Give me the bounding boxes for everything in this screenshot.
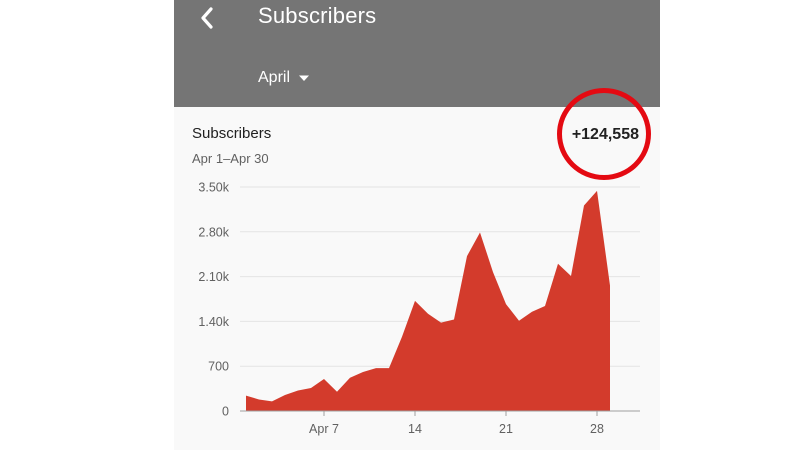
chevron-left-icon [201,7,213,29]
y-tick-label: 3.50k [198,181,229,195]
period-dropdown[interactable]: April [258,65,310,91]
metric-title: Subscribers [192,125,272,142]
app-bar: Subscribers April [174,0,660,107]
y-tick-label: 1.40k [198,315,229,329]
x-tick-label: 21 [499,422,513,436]
period-label: April [258,69,291,86]
x-tick-label: 14 [408,422,422,436]
y-tick-label: 700 [208,360,229,374]
subscribers-chart: 0 700 1.40k 2.10k 2.80k 3.50k Apr 7 14 21 28 [198,181,640,436]
x-tick-label: 28 [590,422,604,436]
subscribers-area [246,190,610,411]
x-tick-label: Apr 7 [309,422,339,436]
phone-screen: Subscribers April Subscribers Apr 1–Apr … [174,0,660,450]
metric-total: +124,558 [571,126,639,143]
back-button[interactable] [192,2,222,34]
dropdown-arrow-icon [299,75,310,81]
y-tick-label: 2.10k [198,270,229,284]
metric-date-range: Apr 1–Apr 30 [192,151,269,166]
metric-card-header: Subscribers Apr 1–Apr 30 +124,558 [174,107,660,182]
y-tick-label: 0 [222,405,229,419]
y-tick-label: 2.80k [198,225,229,239]
page-title: Subscribers [258,3,377,28]
